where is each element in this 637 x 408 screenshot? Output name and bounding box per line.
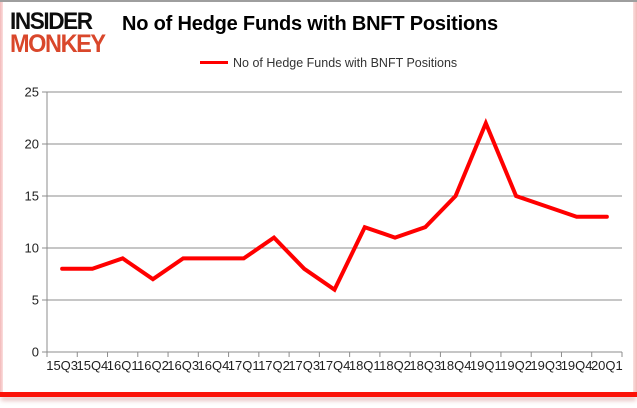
series-line <box>60 117 609 293</box>
svg-text:20: 20 <box>25 137 39 152</box>
svg-text:17Q3: 17Q3 <box>288 358 320 373</box>
svg-text:16Q1: 16Q1 <box>107 358 139 373</box>
svg-text:16Q2: 16Q2 <box>137 358 169 373</box>
svg-text:10: 10 <box>25 241 39 256</box>
svg-text:19Q1: 19Q1 <box>470 358 502 373</box>
svg-text:15Q4: 15Q4 <box>76 358 108 373</box>
svg-text:15Q3: 15Q3 <box>46 358 78 373</box>
svg-text:0: 0 <box>32 345 39 360</box>
y-axis-labels: 0 5 10 15 20 25 <box>25 85 39 360</box>
frame-border-top <box>0 0 637 2</box>
svg-text:17Q2: 17Q2 <box>258 358 290 373</box>
svg-text:19Q2: 19Q2 <box>500 358 532 373</box>
legend-line-swatch <box>200 61 228 64</box>
svg-text:25: 25 <box>25 85 39 100</box>
svg-text:5: 5 <box>32 293 39 308</box>
svg-text:19Q3: 19Q3 <box>530 358 562 373</box>
svg-text:16Q3: 16Q3 <box>167 358 199 373</box>
svg-text:20Q1: 20Q1 <box>591 358 623 373</box>
svg-text:18Q1: 18Q1 <box>349 358 381 373</box>
svg-text:18Q3: 18Q3 <box>409 358 441 373</box>
svg-text:17Q4: 17Q4 <box>319 358 351 373</box>
logo-insider-text: INSIDER <box>10 8 93 35</box>
svg-text:16Q4: 16Q4 <box>198 358 230 373</box>
legend-label: No of Hedge Funds with BNFT Positions <box>233 55 458 70</box>
svg-text:17Q1: 17Q1 <box>228 358 260 373</box>
insider-monkey-logo: INSIDER MONKEY <box>10 8 106 58</box>
frame-border-left <box>0 2 3 393</box>
logo-monkey-text: MONKEY <box>10 30 106 58</box>
x-axis-labels: 15Q315Q416Q116Q216Q316Q417Q117Q217Q317Q4… <box>46 358 623 373</box>
frame-border-bottom <box>0 392 637 397</box>
frame-border-right <box>633 2 637 393</box>
chart-title: No of Hedge Funds with BNFT Positions <box>122 13 498 35</box>
axes <box>42 91 623 357</box>
chart-legend: No of Hedge Funds with BNFT Positions <box>200 55 457 70</box>
svg-text:15: 15 <box>25 189 39 204</box>
svg-text:19Q4: 19Q4 <box>561 358 593 373</box>
svg-text:18Q4: 18Q4 <box>440 358 472 373</box>
svg-text:18Q2: 18Q2 <box>379 358 411 373</box>
gridlines <box>47 91 622 353</box>
